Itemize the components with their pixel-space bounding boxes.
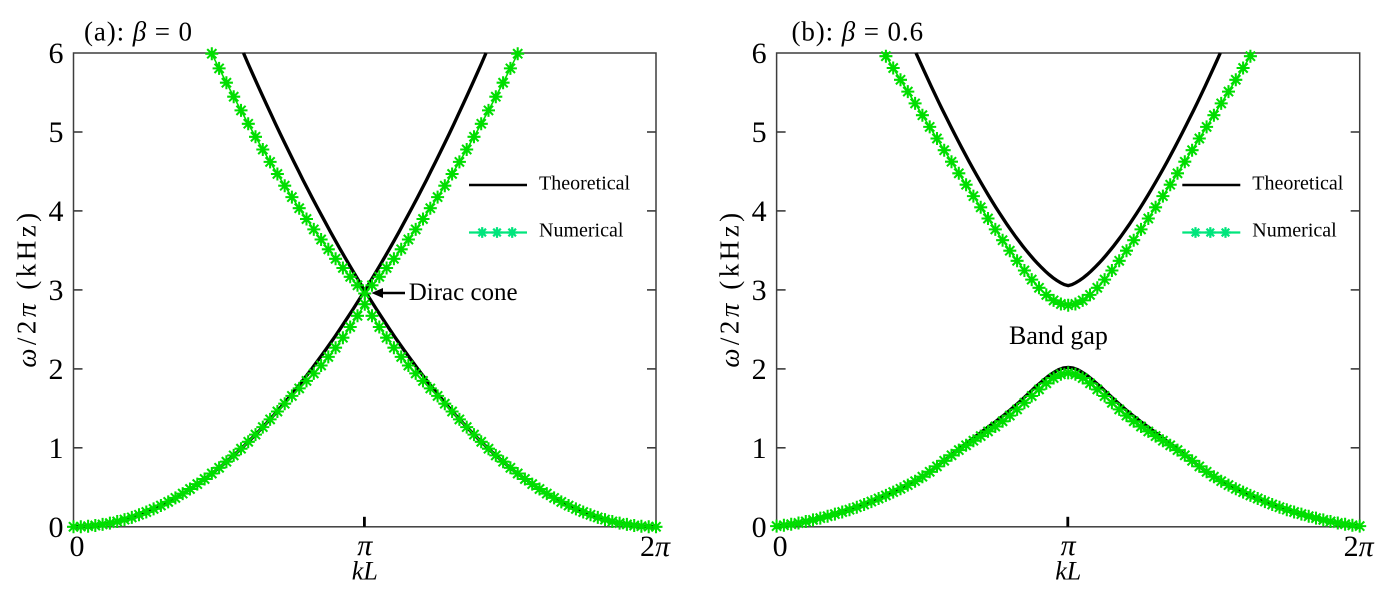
svg-text:5: 5 xyxy=(49,116,64,149)
svg-text:Band gap: Band gap xyxy=(1009,321,1108,350)
svg-text:3: 3 xyxy=(49,274,64,307)
svg-text:(a): β = 0: (a): β = 0 xyxy=(84,17,193,47)
svg-text:ω/2π (kHz): ω/2π (kHz) xyxy=(11,209,41,367)
svg-text:0: 0 xyxy=(752,511,767,544)
svg-text:4: 4 xyxy=(49,195,64,228)
svg-text:Theoretical: Theoretical xyxy=(1252,173,1343,195)
svg-text:Numerical: Numerical xyxy=(1252,220,1337,242)
svg-text:5: 5 xyxy=(752,116,767,149)
svg-text:(b): β = 0.6: (b): β = 0.6 xyxy=(792,17,924,47)
svg-text:π: π xyxy=(357,529,373,562)
svg-text:2: 2 xyxy=(752,353,767,386)
svg-text:2: 2 xyxy=(49,353,64,386)
svg-text:kL: kL xyxy=(352,557,378,586)
svg-text:4: 4 xyxy=(752,195,767,228)
svg-text:6: 6 xyxy=(49,37,64,70)
svg-text:6: 6 xyxy=(752,37,767,70)
svg-text:0: 0 xyxy=(70,530,85,563)
svg-text:π: π xyxy=(1061,529,1077,562)
svg-text:2π: 2π xyxy=(1344,530,1375,563)
svg-text:ω/2π (kHz): ω/2π (kHz) xyxy=(714,209,744,367)
svg-text:1: 1 xyxy=(49,432,64,465)
svg-text:Dirac cone: Dirac cone xyxy=(409,279,518,306)
svg-text:0: 0 xyxy=(49,511,64,544)
svg-text:0: 0 xyxy=(773,530,788,563)
svg-text:kL: kL xyxy=(1055,557,1081,586)
svg-text:Theoretical: Theoretical xyxy=(539,173,630,195)
svg-text:1: 1 xyxy=(752,432,767,465)
svg-text:Numerical: Numerical xyxy=(539,220,624,242)
svg-text:3: 3 xyxy=(752,274,767,307)
svg-text:2π: 2π xyxy=(640,530,671,563)
